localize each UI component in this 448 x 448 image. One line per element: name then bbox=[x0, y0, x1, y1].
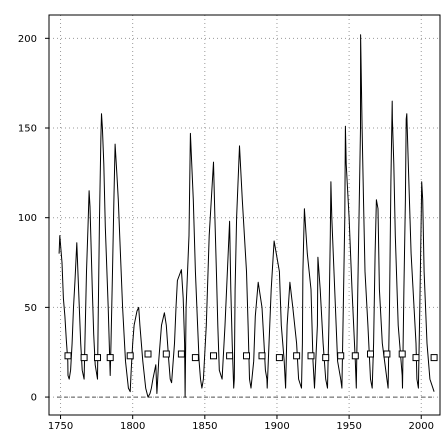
data-point-marker bbox=[337, 352, 345, 360]
plot-frame bbox=[48, 14, 441, 416]
data-point-marker bbox=[351, 352, 359, 360]
x-tick-label: 1750 bbox=[48, 421, 73, 432]
series bbox=[58, 34, 435, 398]
data-point-marker bbox=[126, 352, 134, 360]
x-tick-label: 1800 bbox=[120, 421, 145, 432]
y-tick-label: 100 bbox=[18, 213, 37, 224]
markers bbox=[64, 350, 438, 362]
y-tick-label: 0 bbox=[31, 393, 37, 404]
data-point-marker bbox=[293, 352, 301, 360]
data-point-marker bbox=[275, 354, 283, 362]
data-point-marker bbox=[210, 352, 217, 360]
data-point-marker bbox=[191, 354, 199, 362]
data-point-marker bbox=[177, 350, 185, 358]
data-point-marker bbox=[258, 352, 266, 360]
data-point-marker bbox=[94, 354, 101, 362]
data-point-marker bbox=[307, 352, 315, 360]
data-point-marker bbox=[226, 352, 234, 360]
y-tick-label: 200 bbox=[18, 34, 37, 45]
x-tick-label: 1900 bbox=[264, 421, 289, 432]
y-tick-label: 50 bbox=[24, 303, 37, 314]
data-point-marker bbox=[80, 354, 88, 362]
data-point-marker bbox=[322, 354, 330, 362]
data-point-marker bbox=[383, 350, 391, 358]
ticks: 1750 1800 1850 1900 1950 2000 0 50 100 150 200 bbox=[18, 34, 434, 432]
data-point-marker bbox=[430, 354, 438, 362]
data-point-marker bbox=[162, 350, 170, 358]
data-point-marker bbox=[243, 352, 250, 360]
x-tick-label: 1950 bbox=[336, 421, 361, 432]
y-tick-label: 150 bbox=[18, 124, 37, 135]
data-point-marker bbox=[367, 350, 374, 358]
x-tick-label: 2000 bbox=[409, 421, 434, 432]
x-tick-label: 1850 bbox=[192, 421, 217, 432]
data-point-marker bbox=[398, 350, 406, 358]
series-line bbox=[58, 34, 435, 398]
data-point-marker bbox=[106, 354, 114, 362]
data-point-marker bbox=[144, 350, 152, 358]
data-point-marker bbox=[412, 354, 420, 362]
data-point-marker bbox=[64, 352, 72, 360]
